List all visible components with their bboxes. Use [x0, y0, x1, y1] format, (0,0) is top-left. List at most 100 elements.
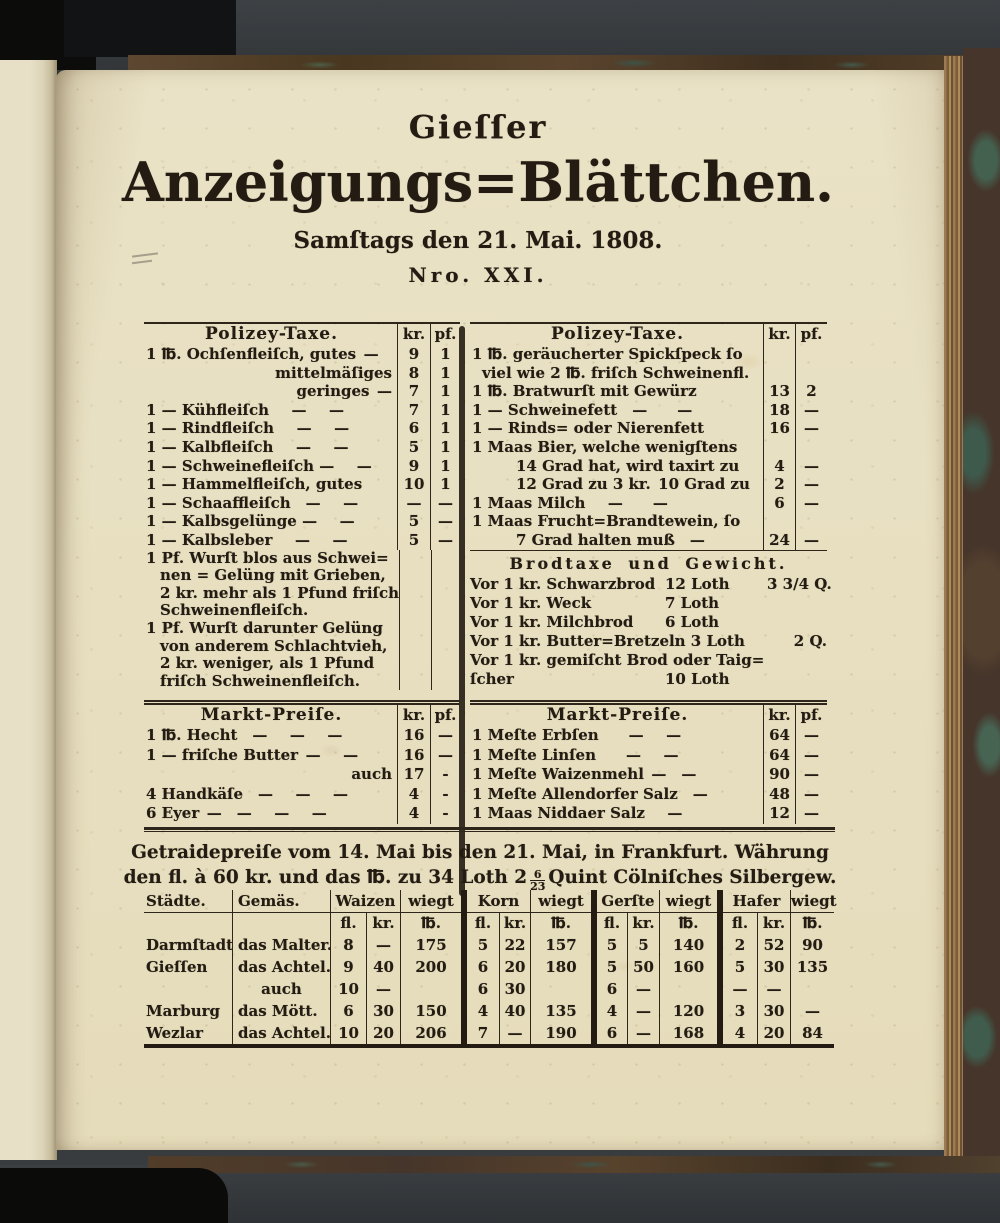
table-title: Markt-Preiſe.	[200, 705, 343, 725]
getraide-line-2-end: Quint Cölniſches Silbergew.	[548, 867, 837, 888]
polizey-taxe-table-left: Polizey-Taxe. kr. pf. 1 ℔. Ochſenfleiſch…	[144, 322, 460, 691]
wheat-weight-header: wiegt	[400, 890, 461, 913]
grain-data-row: Wezlar das Achtel. 10 20 206 7 — 190 6 —…	[144, 1022, 834, 1044]
bread-weight-extra	[767, 594, 827, 613]
item-description: 1 ℔. geräucherter Spickſpeck ſo	[472, 345, 743, 363]
bread-weight: 12 Loth	[665, 574, 730, 593]
newspaper-page: Gieſſer Anzeigungs=Blättchen. Samſtags d…	[56, 70, 944, 1150]
price-kreuzer: 90	[763, 765, 795, 785]
wheat-gulden: 6	[330, 1000, 366, 1022]
price-kreuzer	[763, 363, 795, 383]
bread-item-label: ſcher	[470, 669, 514, 688]
bread-weight-extra: 3 3/4 Q.	[767, 574, 832, 593]
gulden-header: fl.	[330, 913, 366, 934]
rye-weight: 135	[530, 1000, 591, 1022]
price-row: 1 — Schaaffleiſch — — — —	[144, 493, 460, 513]
oats-gulden: 2	[734, 936, 746, 954]
pfennig-column-header: pf.	[430, 705, 460, 726]
grain-data-row: Gieſſen das Achtel. 9 40 200 6 20 180 5 …	[144, 956, 834, 978]
item-description: mittelmäſiges	[275, 363, 392, 382]
pound-header: ℔.	[530, 913, 591, 934]
rye-weight: 157	[530, 934, 591, 956]
rye-kreuzer: 30	[499, 978, 530, 1000]
price-pfennig: —	[430, 530, 460, 550]
oats-weight: 135	[790, 956, 834, 978]
price-pfennig: 1	[430, 456, 460, 476]
price-rows: 1 Meſte Erbſen — — 64 — 1 Meſte Linſen —…	[470, 726, 827, 824]
group-divider-bar	[717, 934, 723, 956]
barley-weight: 140	[659, 934, 717, 956]
measure-cell: das Malter.	[232, 934, 332, 956]
price-pfennig	[795, 512, 827, 531]
price-kreuzer: 8	[397, 363, 430, 383]
markt-preise-table-right: Markt-Preiſe. kr. pf. 1 Meſte Erbſen — —…	[470, 700, 827, 824]
group-divider-bar	[717, 913, 723, 934]
brodtaxe-section: Brodtaxe und Gewicht. Vor 1 kr. Schwarzb…	[470, 549, 832, 689]
bread-item-label: Vor 1 kr. Schwarzbrod	[470, 574, 656, 593]
price-kreuzer: 4	[763, 456, 795, 476]
item-description: auch	[351, 765, 392, 784]
item-description: geringes —	[296, 382, 392, 401]
pfennig-column-header: pf.	[795, 324, 827, 345]
item-description: 1 Maas Frucht=Brandtewein, ſo	[472, 512, 741, 531]
kreuzer-header: kr.	[366, 913, 400, 934]
item-description: 1 — Rinds= oder Nierenfett	[472, 419, 704, 438]
wheat-column-header: Waizen	[330, 890, 400, 913]
item-description: 1 — Kalbfleiſch — —	[146, 437, 349, 456]
empty-cell	[232, 913, 330, 934]
item-description: 12 Grad zu 3 kr. 10 Grad zu	[516, 475, 750, 494]
grain-data-row: Darmſtadt das Malter. 8 — 175 5 22 157 5…	[144, 934, 834, 956]
price-kreuzer: 6	[763, 493, 795, 513]
pound-header: ℔.	[400, 913, 461, 934]
price-pfennig: -	[430, 784, 460, 805]
table-title: Polizey-Taxe.	[204, 324, 339, 344]
group-divider-bar	[461, 1022, 467, 1044]
table-header-row: Markt-Preiſe. kr. pf.	[144, 705, 460, 726]
price-kreuzer: 16	[763, 419, 795, 438]
price-kreuzer: 16	[397, 745, 430, 766]
polizey-taxe-table-right: Polizey-Taxe. kr. pf. 1 ℔. geräucherter …	[470, 322, 832, 689]
measure-cell: auch	[232, 978, 330, 1000]
book-page-edges-right	[944, 56, 965, 1164]
oats-kreuzer: —	[757, 978, 790, 1000]
gulden-header: fl.	[474, 914, 492, 932]
city-cell: Marburg	[146, 1002, 221, 1020]
price-pfennig: —	[430, 512, 460, 531]
item-description: 1 — Kalbsgelünge — —	[146, 512, 355, 531]
item-description: 1 — Kühfleiſch — —	[146, 400, 345, 419]
price-row: 1 — Kalbsleber — — 5 —	[144, 530, 460, 550]
empty-cell	[144, 913, 232, 934]
price-row: 1 Maas Niddaer Salz — 12 —	[470, 804, 827, 824]
wheat-weight: 200	[400, 956, 461, 978]
group-divider-bar	[591, 1022, 597, 1044]
price-pfennig: —	[795, 726, 827, 746]
rye-gulden: 5	[477, 936, 489, 954]
wheat-kreuzer: —	[366, 978, 400, 1000]
price-pfennig: 1	[430, 419, 460, 438]
note-line: friſch Schweinenfleiſch.	[160, 671, 361, 690]
bread-weight	[745, 632, 794, 651]
item-description: viel wie 2 ℔. friſch Schweinenfl.	[482, 363, 750, 382]
group-divider-bar	[591, 934, 597, 956]
bread-weight-extra: 2 Q.	[793, 631, 827, 650]
wheat-kreuzer: 30	[366, 1000, 400, 1022]
item-description: 1 — friſche Butter — —	[146, 745, 359, 764]
table-title: Polizey-Taxe.	[550, 324, 685, 344]
price-row: 1 — Schweinefleiſch — — 9 1	[144, 456, 460, 476]
price-row: 7 Grad halten muß — 24 —	[470, 530, 827, 550]
price-pfennig: —	[795, 745, 827, 766]
price-kreuzer: 7	[397, 382, 430, 401]
item-description: 1 Meſte Erbſen — —	[472, 726, 682, 744]
bread-item-label: Vor 1 kr. gemiſcht Brod oder Taig=	[470, 650, 765, 669]
item-description: 1 Maas Niddaer Salz —	[472, 804, 683, 823]
barley-gulden: 4	[606, 1002, 618, 1020]
item-description: 4 Handkäſe — — —	[146, 784, 349, 803]
rye-column-header: Korn	[467, 890, 530, 913]
city-cell: Wezlar	[146, 1024, 204, 1042]
group-divider-bar	[591, 978, 597, 1000]
rye-gulden: 7	[477, 1024, 489, 1042]
oats-weight: 90	[790, 934, 834, 956]
price-row: 1 — Kalbsgelünge — — 5 —	[144, 512, 460, 531]
group-divider-bar	[717, 1022, 723, 1044]
oats-gulden: 3	[734, 1002, 746, 1020]
